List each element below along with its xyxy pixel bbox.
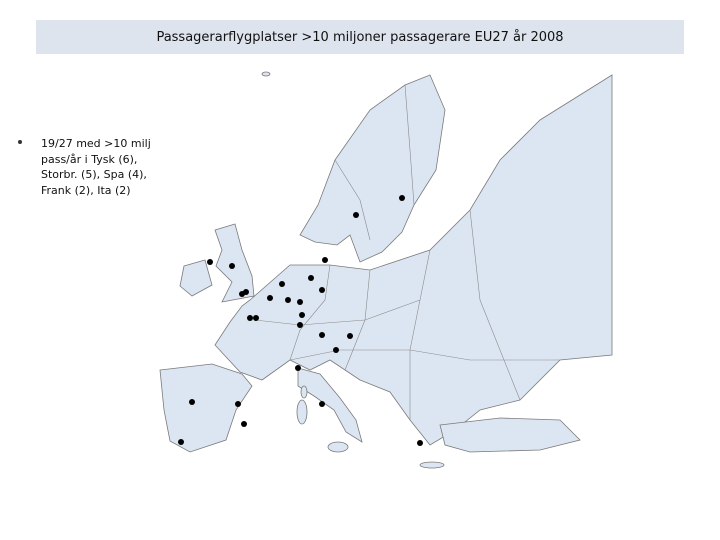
bullet-line: Frank (2), Ita (2) (41, 183, 131, 197)
airports (178, 195, 423, 446)
bullet-line: 19/27 med >10 milj (41, 137, 151, 150)
country-borders (254, 84, 560, 420)
land (159, 71, 613, 469)
bullet-line: Storbr. (5), Spa (4), (41, 168, 147, 181)
bullet-lines: 19/27 med >10 milj pass/år i Tysk (6), S… (41, 136, 151, 198)
title: Passagerarflygplatser >10 miljoner passa… (156, 29, 564, 45)
bullet-marker (18, 140, 22, 144)
title-banner: Passagerarflygplatser >10 miljoner passa… (36, 20, 684, 54)
bullet-line: pass/år i Tysk (6), (41, 152, 138, 166)
